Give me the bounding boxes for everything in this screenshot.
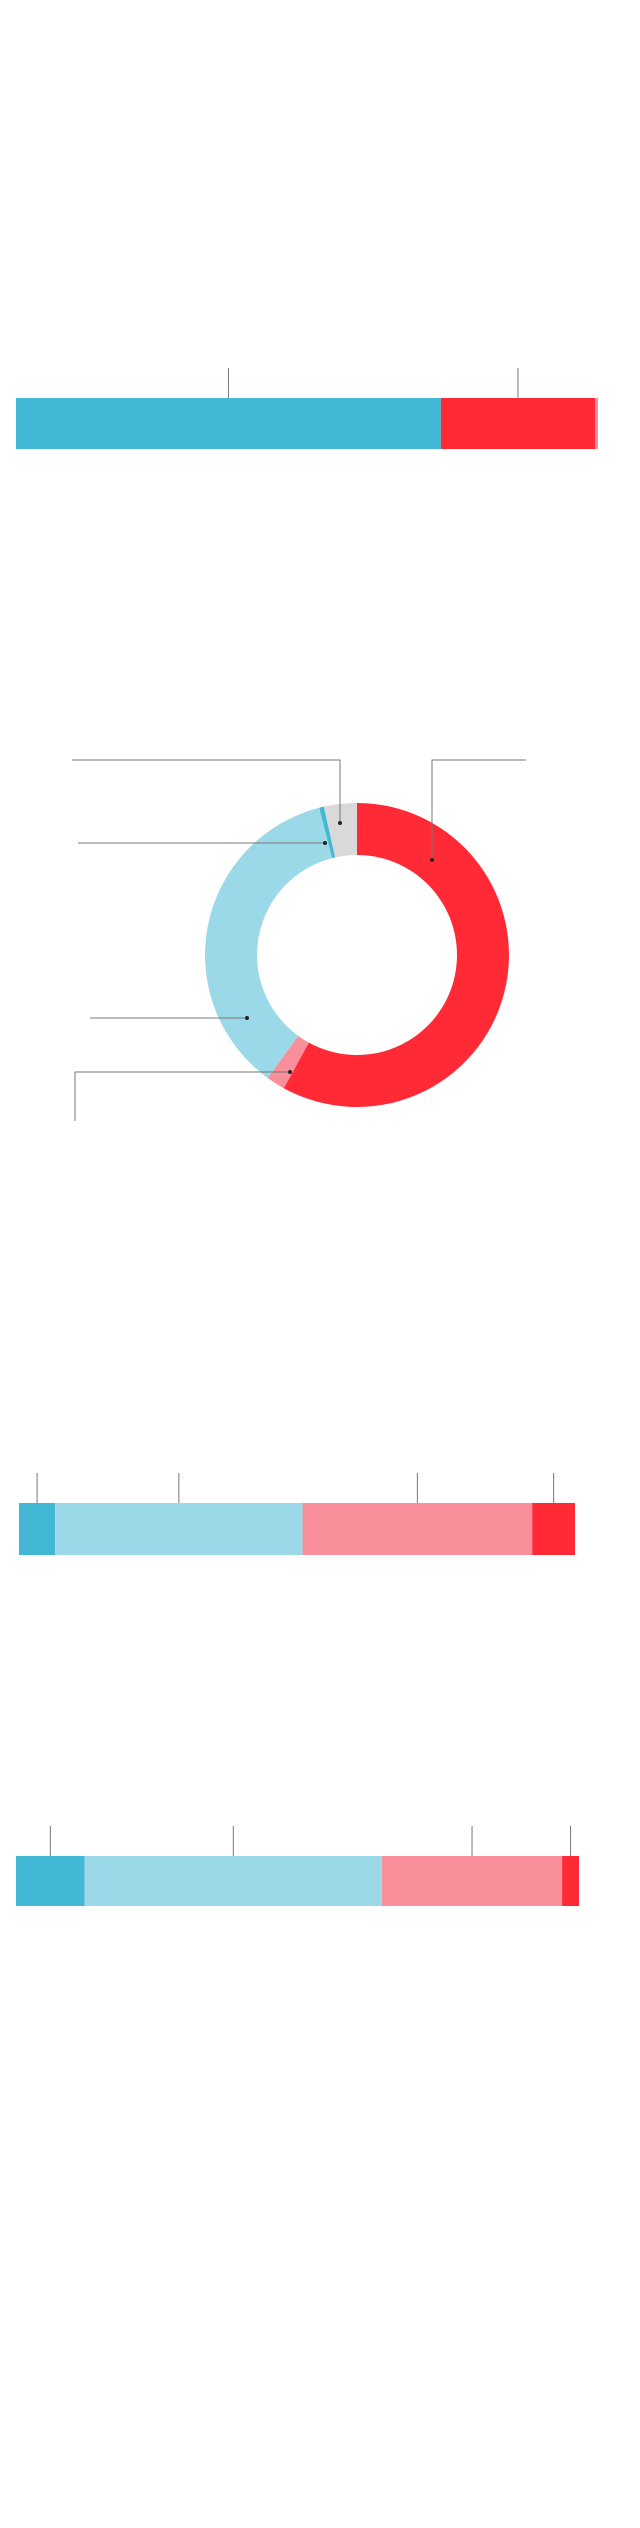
donut-segment [319,806,336,859]
donut-segment [267,1035,309,1089]
leader-dot [288,1070,292,1074]
leader-line [431,759,526,860]
stacked-bar-chart [19,1473,575,1555]
donut-segment [323,803,357,858]
leader-dot [430,858,434,862]
leader-dot [245,1016,249,1020]
bar-segment [381,1856,563,1906]
leader-line [72,759,341,823]
bar-segment [19,1503,56,1555]
leader-dot [323,841,327,845]
leader-dot [338,821,342,825]
bar-segment [532,1503,575,1555]
donut-segment [283,803,509,1108]
bar-segment [55,1503,303,1555]
donut-leaders [72,759,526,1121]
bar-segment [84,1856,382,1906]
donut-chart [204,803,509,1108]
stacked-bar-chart [16,1826,579,1906]
leader-line [74,1071,290,1121]
bar-segment [16,1856,85,1906]
bar-segment [440,398,596,449]
bar-segment [16,398,441,449]
stacked-bar-chart [16,368,598,449]
donut-segment [204,807,333,1078]
bar-segment [562,1856,579,1906]
bar-segment [302,1503,533,1555]
bar-segment [595,398,598,449]
